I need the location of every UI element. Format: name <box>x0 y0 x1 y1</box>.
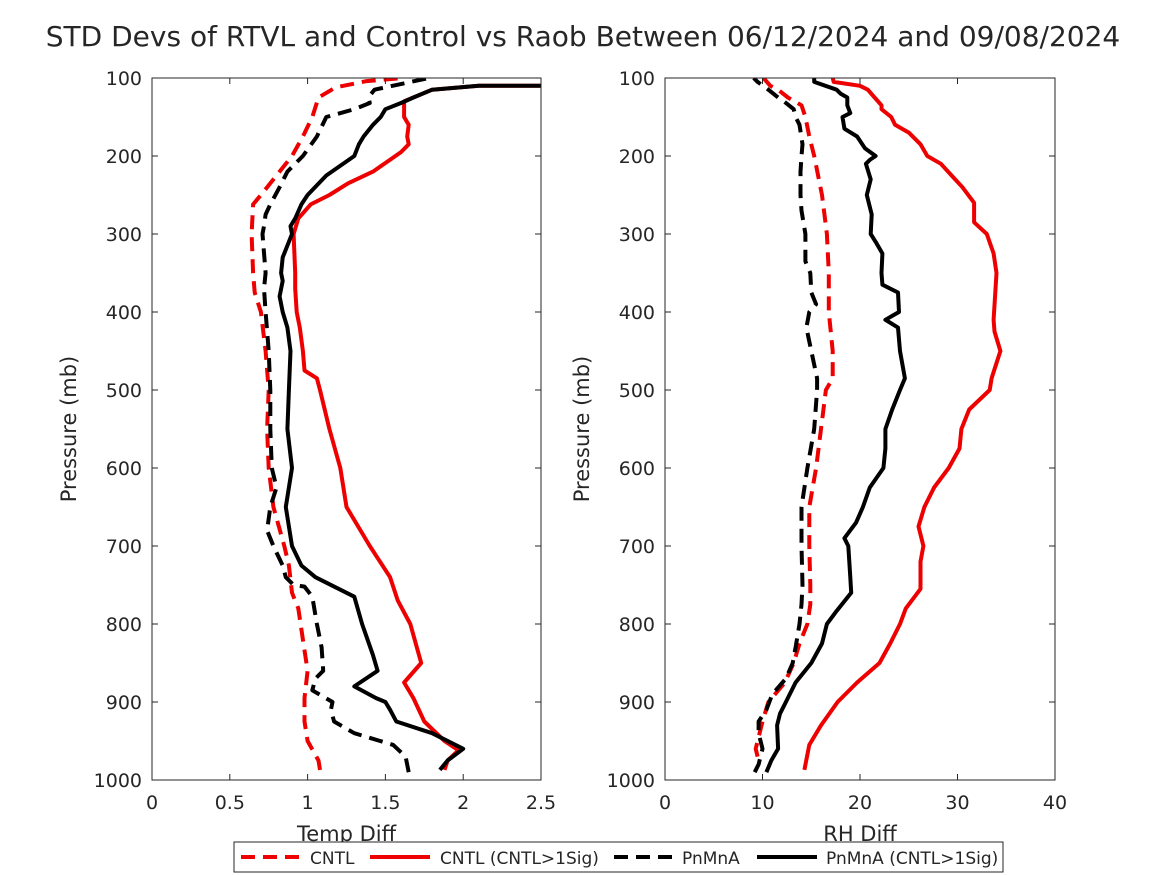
figure-title: STD Devs of RTVL and Control vs Raob Bet… <box>46 20 1120 53</box>
rh-diff-series-cntl <box>753 78 835 758</box>
y-tick-label: 400 <box>619 302 655 324</box>
x-tick-label: 0 <box>659 792 671 814</box>
temp-diff-series-cntl <box>249 78 405 771</box>
y-tick-label: 600 <box>619 458 655 480</box>
y-tick-label: 1000 <box>607 770 655 792</box>
y-tick-label: 800 <box>619 614 655 636</box>
legend-label-pnmna: PnMnA <box>682 849 740 869</box>
y-tick-label: 100 <box>106 68 142 90</box>
rh-diff-series-pnmna <box>752 78 820 774</box>
rh-diff-series-pnmna-cntl-1sig <box>764 78 907 773</box>
y-axis-label: Pressure (mb) <box>570 356 594 503</box>
rh-diff-panel: 0 10 20 30 40 100 200 300 400 500 600 700 800 900 1000… <box>570 68 1067 846</box>
y-tick-label: 1000 <box>94 770 142 792</box>
temp-diff-axes-box <box>151 77 542 781</box>
legend-label-pnmna-sig: PnMnA (CNTL>1Sig) <box>826 849 998 869</box>
y-tick-label: 300 <box>106 224 142 246</box>
y-tick-label: 500 <box>619 380 655 402</box>
y-tick-label: 700 <box>619 536 655 558</box>
y-tick-label: 500 <box>106 380 142 402</box>
rh-diff-series-cntl-cntl-1sig <box>802 78 1003 771</box>
rh-diff-series-group <box>752 78 1003 774</box>
temp-diff-series-group <box>249 78 541 773</box>
x-tick-label: 20 <box>848 792 872 814</box>
temp-diff-series-cntl-cntl-1sig <box>291 83 541 771</box>
y-tick-label: 400 <box>106 302 142 324</box>
x-tick-label: 1.5 <box>370 792 400 814</box>
y-tick-label: 700 <box>106 536 142 558</box>
y-tick-label: 100 <box>619 68 655 90</box>
x-tick-label: 10 <box>750 792 774 814</box>
x-tick-label: 0 <box>146 792 158 814</box>
legend-label-cntl: CNTL <box>310 849 355 869</box>
rh-diff-axes-box <box>664 77 1056 781</box>
x-tick-label: 2.5 <box>526 792 556 814</box>
y-tick-label: 300 <box>619 224 655 246</box>
legend: CNTL CNTL (CNTL>1Sig) PnMnA PnMnA (CNTL>… <box>233 841 1004 873</box>
x-tick-label: 0.5 <box>215 792 245 814</box>
x-tick-label: 40 <box>1043 792 1067 814</box>
y-axis-label: Pressure (mb) <box>57 356 81 503</box>
y-tick-label: 800 <box>106 614 142 636</box>
x-tick-label: 30 <box>945 792 969 814</box>
y-tick-label: 600 <box>106 458 142 480</box>
y-tick-label: 900 <box>106 692 142 714</box>
y-tick-label: 200 <box>106 146 142 168</box>
temp-diff-series-pnmna <box>260 78 430 773</box>
temp-diff-series-pnmna-cntl-1sig <box>277 83 541 772</box>
y-tick-label: 900 <box>619 692 655 714</box>
x-tick-label: 1 <box>302 792 314 814</box>
legend-label-cntl-sig: CNTL (CNTL>1Sig) <box>440 849 599 869</box>
y-tick-label: 200 <box>619 146 655 168</box>
x-tick-label: 2 <box>457 792 469 814</box>
temp-diff-panel: 0 0.5 1 1.5 2 2.5 100 200 300 400 500 600 700 800 900 1… <box>57 68 556 846</box>
